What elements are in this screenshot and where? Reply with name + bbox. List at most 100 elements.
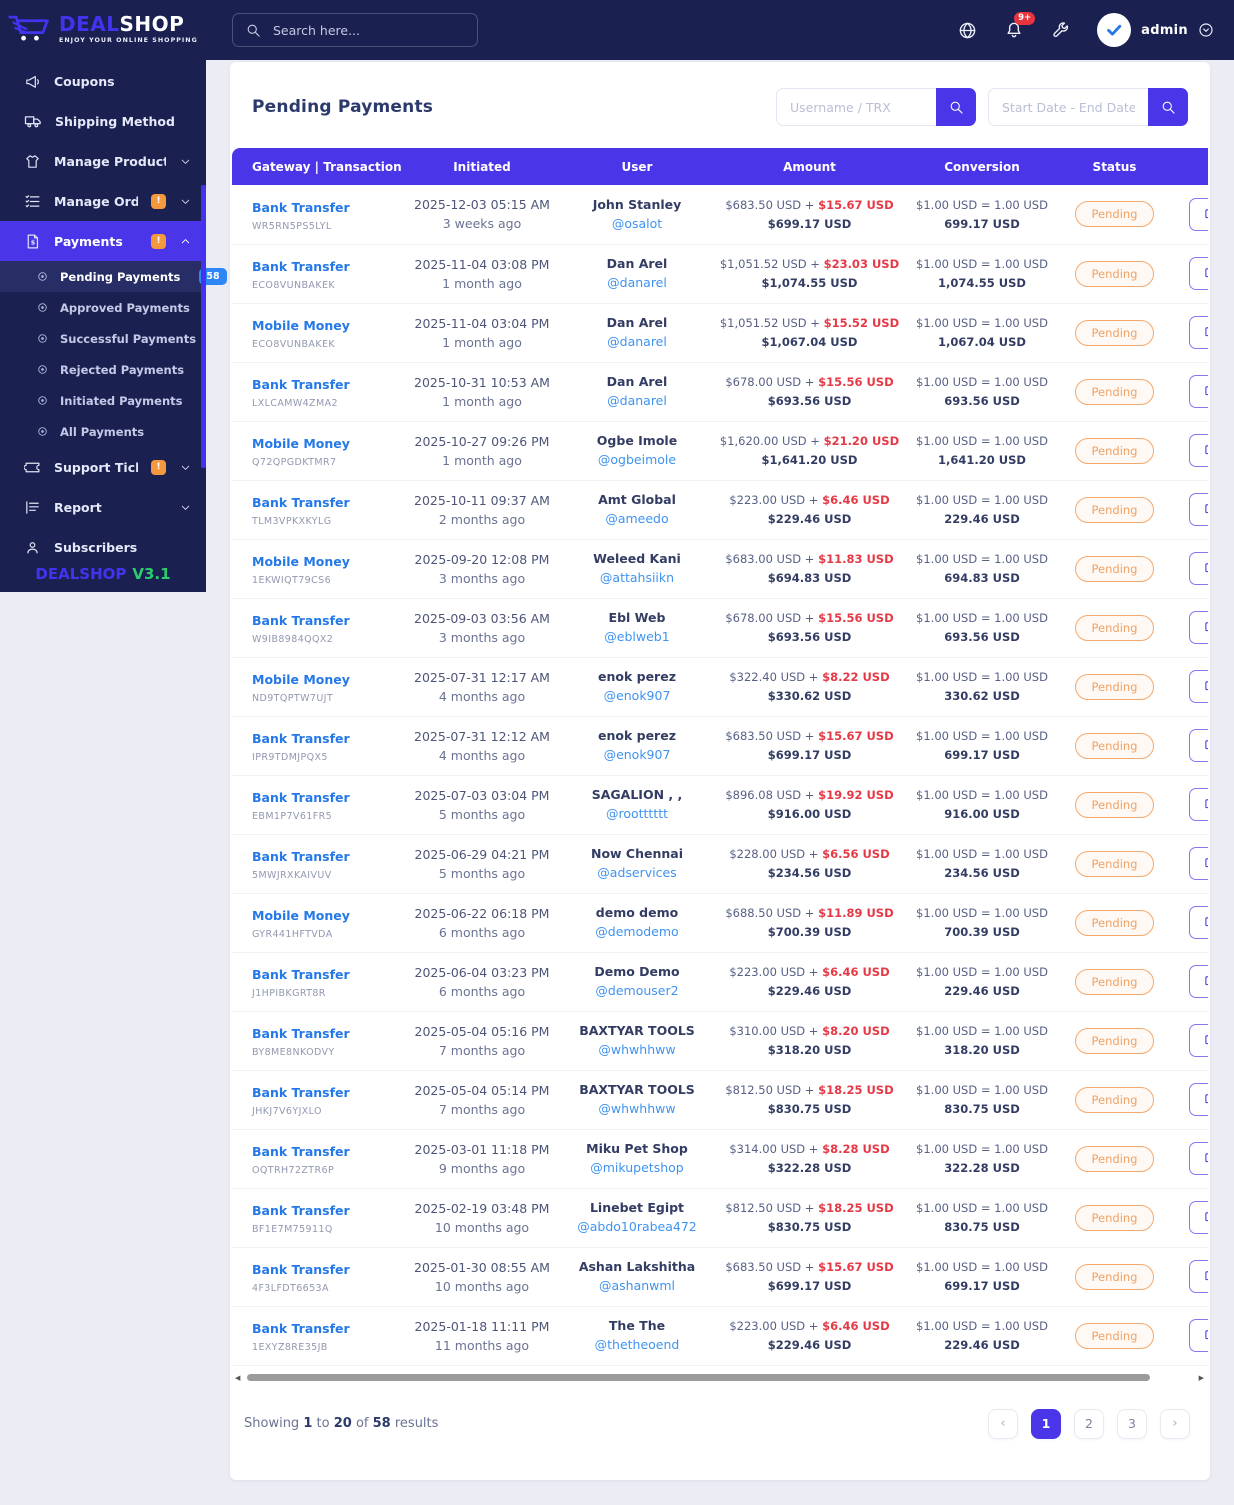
fee-amount: $8.28 USD xyxy=(822,1142,890,1156)
user-handle-link[interactable]: @abdo10rabea472 xyxy=(577,1219,697,1234)
details-button[interactable]: Details xyxy=(1189,375,1208,408)
date-search-button[interactable] xyxy=(1148,88,1188,126)
user-handle-link[interactable]: @eblweb1 xyxy=(604,629,670,644)
user-handle-link[interactable]: @ashanwml xyxy=(598,1278,676,1293)
notifications-button[interactable]: 9+ xyxy=(1004,12,1036,40)
user-handle-link[interactable]: @demouser2 xyxy=(595,983,679,998)
sidebar-subitem-rejected-payments[interactable]: Rejected Payments xyxy=(0,354,206,385)
details-button[interactable]: Details xyxy=(1189,1260,1208,1293)
initiated-date: 2025-10-31 10:53 AM xyxy=(414,374,550,390)
sidebar-item-subscribers[interactable]: Subscribers xyxy=(0,527,206,567)
gateway-link[interactable]: Bank Transfer xyxy=(252,731,350,746)
gateway-link[interactable]: Bank Transfer xyxy=(252,849,350,864)
user-handle-link[interactable]: @whwhhww xyxy=(598,1042,676,1057)
global-search[interactable] xyxy=(232,13,478,47)
user-handle-link[interactable]: @osalot xyxy=(611,215,663,231)
gateway-link[interactable]: Bank Transfer xyxy=(252,199,350,215)
sidebar-item-manage-orders[interactable]: Manage Orders ! xyxy=(0,181,206,221)
details-button[interactable]: Details xyxy=(1189,493,1208,526)
user-handle-link[interactable]: @rootttttt xyxy=(605,806,669,821)
horizontal-scrollbar[interactable]: ◀ ▶ xyxy=(232,1373,1208,1383)
sidebar-subitem-successful-payments[interactable]: Successful Payments xyxy=(0,323,206,354)
details-button[interactable]: Details xyxy=(1189,611,1208,644)
gateway-link[interactable]: Bank Transfer xyxy=(252,1026,350,1041)
pagination-prev-button[interactable]: ‹ xyxy=(988,1408,1018,1439)
sidebar-subitem-all-payments[interactable]: All Payments xyxy=(0,416,206,447)
user-handle-link[interactable]: @ogbeimole xyxy=(597,452,677,467)
date-range-input[interactable] xyxy=(988,88,1148,126)
details-button[interactable]: Details xyxy=(1189,1319,1208,1352)
sidebar-item-support-ticket[interactable]: Support Ticket ! xyxy=(0,447,206,487)
user-handle-link[interactable]: @enok907 xyxy=(603,747,671,762)
details-button[interactable]: Details xyxy=(1189,434,1208,467)
sidebar-item-coupons[interactable]: Coupons xyxy=(0,61,206,101)
gateway-link[interactable]: Bank Transfer xyxy=(252,377,350,392)
pagination-page-3-button[interactable]: 3 xyxy=(1117,1408,1147,1439)
user-handle-link[interactable]: @mikupetshop xyxy=(590,1160,684,1175)
pagination-page-2-button[interactable]: 2 xyxy=(1074,1408,1104,1439)
details-button[interactable]: Details xyxy=(1189,1083,1208,1116)
sidebar-item-payments[interactable]: $ Payments ! xyxy=(0,221,206,261)
pagination-next-button[interactable]: › xyxy=(1160,1408,1190,1439)
gateway-link[interactable]: Bank Transfer xyxy=(252,790,350,805)
language-globe-button[interactable] xyxy=(958,21,977,40)
gateway-link[interactable]: Mobile Money xyxy=(252,672,350,687)
gateway-link[interactable]: Bank Transfer xyxy=(252,967,350,982)
username-search-button[interactable] xyxy=(936,88,976,126)
user-handle-link[interactable]: @danarel xyxy=(607,393,667,408)
user-handle-link[interactable]: @thetheoend xyxy=(594,1337,680,1352)
details-button[interactable]: Details xyxy=(1189,1142,1208,1175)
gateway-link[interactable]: Bank Transfer xyxy=(252,1085,350,1100)
user-handle-link[interactable]: @attahsiikn xyxy=(599,570,675,585)
gateway-link[interactable]: Mobile Money xyxy=(252,436,350,451)
user-menu[interactable]: admin xyxy=(1097,13,1214,47)
gateway-link[interactable]: Bank Transfer xyxy=(252,1262,350,1277)
gateway-link[interactable]: Bank Transfer xyxy=(252,1144,350,1159)
details-button[interactable]: Details xyxy=(1189,906,1208,939)
gateway-link[interactable]: Bank Transfer xyxy=(252,259,350,274)
details-button[interactable]: Details xyxy=(1189,197,1208,231)
details-button[interactable]: Details xyxy=(1189,729,1208,762)
gateway-link[interactable]: Mobile Money xyxy=(252,908,350,923)
scroll-right-arrow-icon[interactable]: ▶ xyxy=(1198,1373,1204,1382)
user-handle-link[interactable]: @whwhhww xyxy=(598,1101,676,1116)
details-button[interactable]: Details xyxy=(1189,847,1208,880)
sidebar-subitem-initiated-payments[interactable]: Initiated Payments xyxy=(0,385,206,416)
username-filter-input[interactable] xyxy=(776,88,936,126)
gateway-link[interactable]: Bank Transfer xyxy=(252,1321,350,1336)
user-handle-link[interactable]: @enok907 xyxy=(603,688,671,703)
sidebar-scrollbar[interactable] xyxy=(201,185,206,468)
details-button[interactable]: Details xyxy=(1189,552,1208,585)
details-button[interactable]: Details xyxy=(1189,670,1208,703)
user-handle-link[interactable]: @danarel xyxy=(607,334,667,349)
details-button[interactable]: Details xyxy=(1189,316,1208,349)
details-button[interactable]: Details xyxy=(1189,257,1208,290)
sidebar-subitem-pending-payments[interactable]: Pending Payments 58 xyxy=(0,261,227,292)
user-handle-link[interactable]: @demodemo xyxy=(595,924,679,939)
global-search-input[interactable] xyxy=(271,21,464,39)
details-button[interactable]: Details xyxy=(1189,965,1208,998)
user-handle-link[interactable]: @adservices xyxy=(597,865,677,880)
user-handle-link[interactable]: @ameedo xyxy=(605,511,669,526)
gateway-link[interactable]: Mobile Money xyxy=(252,318,350,333)
details-button[interactable]: Details xyxy=(1189,1201,1208,1234)
details-button[interactable]: Details xyxy=(1189,788,1208,821)
gateway-link[interactable]: Bank Transfer xyxy=(252,495,350,510)
details-button[interactable]: Details xyxy=(1189,1024,1208,1057)
sidebar-item-manage-products[interactable]: Manage Products xyxy=(0,141,206,181)
pagination-page-1-button[interactable]: 1 xyxy=(1031,1408,1061,1439)
gateway-link[interactable]: Bank Transfer xyxy=(252,613,350,628)
settings-button[interactable] xyxy=(1051,21,1070,40)
gateway-link[interactable]: Mobile Money xyxy=(252,554,350,569)
monitor-icon xyxy=(1205,445,1208,455)
user-handle-link[interactable]: @danarel xyxy=(607,275,667,290)
sidebar-subitem-approved-payments[interactable]: Approved Payments xyxy=(0,292,206,323)
app-logo[interactable]: DEALSHOP ENJOY YOUR ONLINE SHOPPING xyxy=(0,0,206,49)
sidebar-item-shipping-method[interactable]: Shipping Method xyxy=(0,101,206,141)
amount-with-fee: $812.50 USD + $18.25 USD xyxy=(725,1201,894,1215)
gateway-link[interactable]: Bank Transfer xyxy=(252,1203,350,1218)
scrollbar-thumb[interactable] xyxy=(247,1373,1150,1381)
sidebar-item-report[interactable]: Report xyxy=(0,487,206,527)
monitor-icon xyxy=(1205,209,1208,218)
scroll-left-arrow-icon[interactable]: ◀ xyxy=(235,1373,241,1382)
